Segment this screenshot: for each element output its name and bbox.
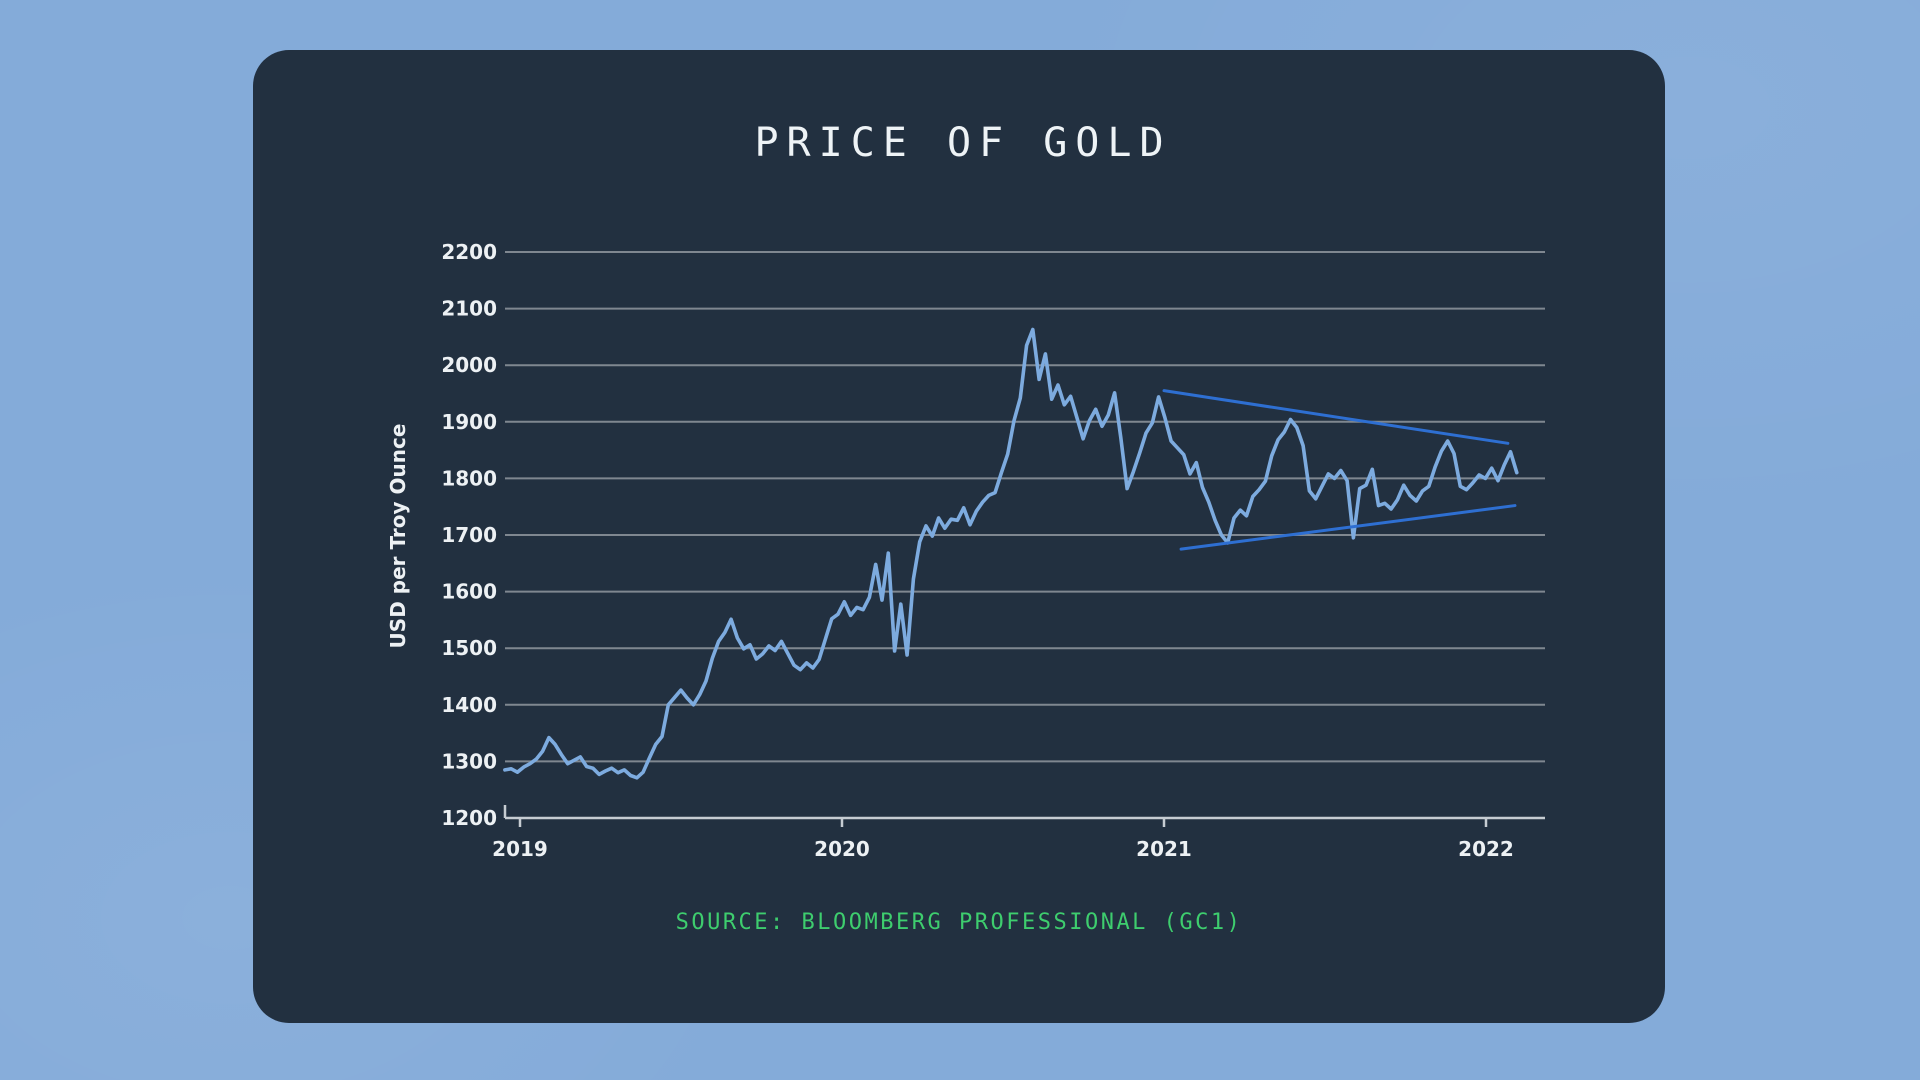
y-tick-label: 2000 [441, 353, 497, 377]
y-tick-label: 2200 [441, 240, 497, 264]
page-title: PRICE OF GOLD [754, 120, 1172, 166]
y-tick-label: 1600 [441, 580, 497, 604]
gold-price-chart: 1200 1300 1400 1500 1600 1700 1800 1900 2000 2100… [441, 240, 1545, 861]
x-tick-label: 2020 [814, 837, 870, 861]
x-tick-label: 2022 [1458, 837, 1514, 861]
price-line [503, 327, 1519, 780]
chart-card: PRICE OF GOLD USD per Troy Ounce 1200 130… [253, 50, 1665, 1023]
trendline-lower [1179, 504, 1517, 551]
y-tick-label: 2100 [441, 297, 497, 321]
y-tick-label: 1800 [441, 466, 497, 490]
trendline-upper [1162, 389, 1510, 445]
y-tick-label: 1900 [441, 410, 497, 434]
y-tick-label: 1400 [441, 693, 497, 717]
y-tick-label: 1200 [441, 806, 497, 830]
x-tick-label: 2019 [492, 837, 548, 861]
y-tick-label: 1300 [441, 749, 497, 773]
source-text: SOURCE: BLOOMBERG PROFESSIONAL (GC1) [675, 910, 1243, 935]
y-tick-label: 1500 [441, 636, 497, 660]
x-tick-label: 2021 [1136, 837, 1192, 861]
y-tick-label: 1700 [441, 523, 497, 547]
